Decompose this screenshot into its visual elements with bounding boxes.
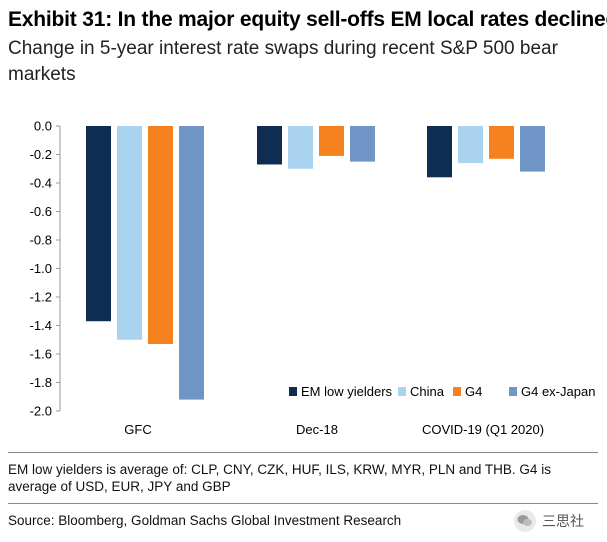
legend-swatch <box>289 387 297 396</box>
y-tick-label: -0.8 <box>30 233 52 248</box>
category-label: Dec-18 <box>296 422 338 437</box>
bar <box>179 126 204 400</box>
bar <box>489 126 514 159</box>
legend-label: EM low yielders <box>301 384 393 399</box>
y-tick-label: -2.0 <box>30 404 52 419</box>
y-tick-label: -1.8 <box>30 375 52 390</box>
chart-subtitle: Change in 5-year interest rate swaps dur… <box>8 38 558 85</box>
legend-swatch <box>398 387 406 396</box>
bar <box>520 126 545 172</box>
divider-top <box>8 452 598 453</box>
bar <box>117 126 142 340</box>
bar <box>319 126 344 156</box>
category-labels: GFC Dec-18 COVID-19 (Q1 2020) <box>124 422 544 437</box>
legend: EM low yielders China G4 G4 ex-Japan <box>289 384 595 399</box>
y-tick-label: -1.6 <box>30 347 52 362</box>
bar <box>458 126 483 164</box>
legend-swatch <box>509 387 517 396</box>
watermark-label: 三思社 <box>542 513 584 529</box>
y-tick-label: -1.4 <box>30 318 52 333</box>
bar <box>288 126 313 169</box>
y-tick-label: -1.0 <box>30 261 52 276</box>
y-tick-label: 0.0 <box>34 119 52 134</box>
y-tick-label: -0.6 <box>30 204 52 219</box>
source-note: Source: Bloomberg, Goldman Sachs Global … <box>8 513 402 528</box>
divider-bottom <box>8 503 598 504</box>
legend-swatch <box>453 387 461 396</box>
watermark: 三思社 <box>514 510 584 532</box>
chart-title: Exhibit 31: In the major equity sell-off… <box>8 8 607 31</box>
bar <box>148 126 173 345</box>
y-tick-label: -0.2 <box>30 147 52 162</box>
y-axis: 0.0 -0.2 -0.4 -0.6 -0.8 -1.0 -1.2 -1.4 -1.6 -1.8 -… <box>30 119 61 419</box>
bar <box>350 126 375 162</box>
y-tick-label: -1.2 <box>30 290 52 305</box>
legend-label: G4 <box>465 384 482 399</box>
bar <box>257 126 282 165</box>
wechat-icon <box>514 510 536 532</box>
footnote: EM low yielders is average of: CLP, CNY,… <box>8 462 551 494</box>
bars <box>86 126 545 400</box>
category-label: GFC <box>124 422 151 437</box>
bar-chart: 0.0 -0.2 -0.4 -0.6 -0.8 -1.0 -1.2 -1.4 -1.6 -1.8 -… <box>30 119 596 438</box>
y-tick-label: -0.4 <box>30 176 52 191</box>
category-label: COVID-19 (Q1 2020) <box>422 422 544 437</box>
bar <box>427 126 452 178</box>
legend-label: G4 ex-Japan <box>521 384 595 399</box>
legend-label: China <box>410 384 445 399</box>
bar <box>86 126 111 322</box>
